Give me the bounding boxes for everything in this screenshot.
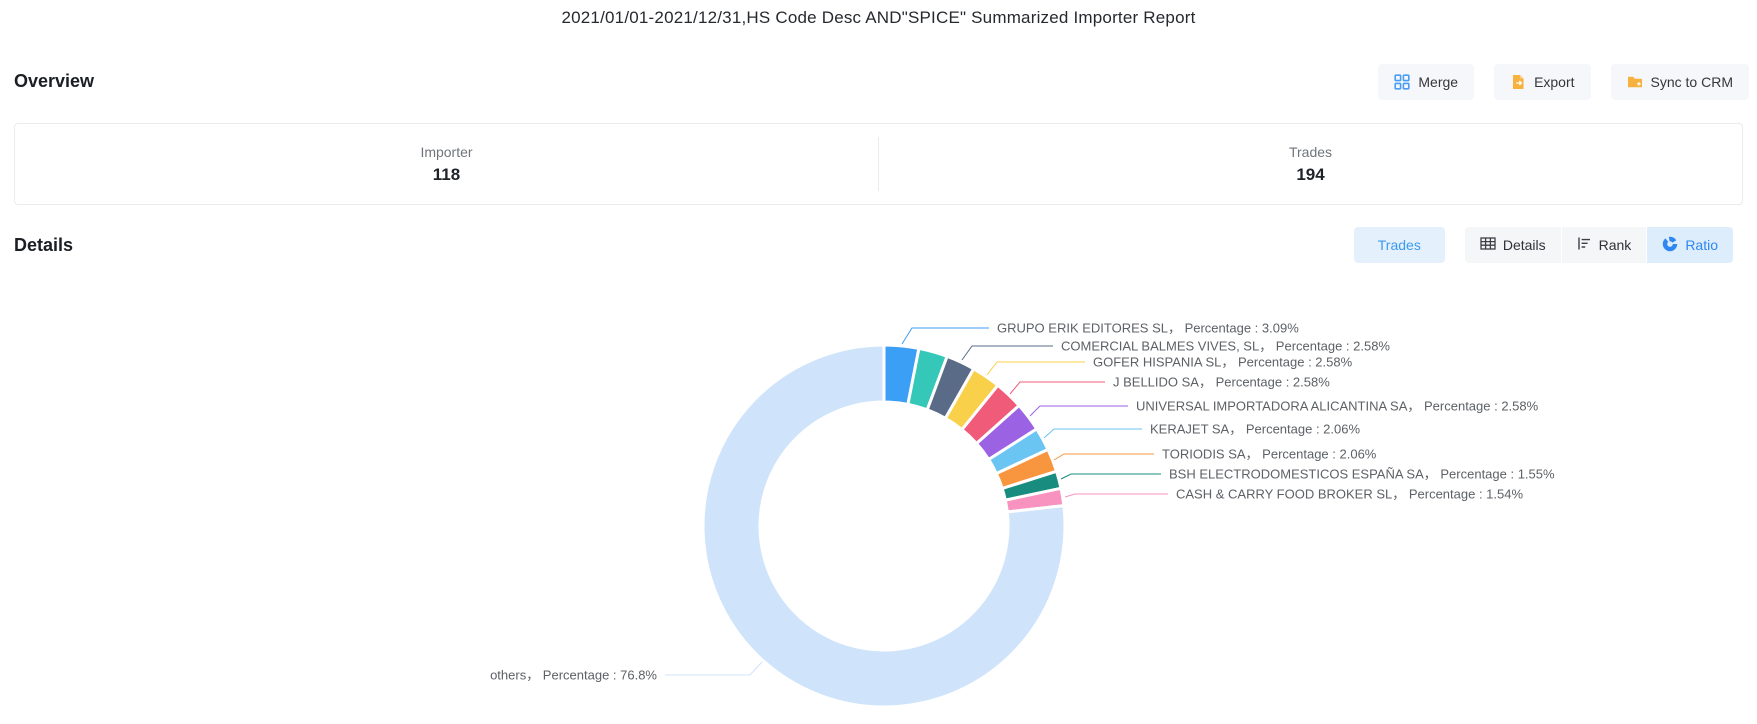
details-controls: Trades Details Rank Ratio <box>1353 227 1733 263</box>
label-leader-line <box>1053 453 1154 461</box>
sync-to-crm-button-label: Sync to CRM <box>1650 74 1733 90</box>
overview-stats-card: Importer 118 Trades 194 <box>14 123 1743 205</box>
tab-ratio[interactable]: Ratio <box>1646 227 1733 263</box>
label-leader-line <box>1043 428 1142 439</box>
merge-button-label: Merge <box>1418 74 1459 90</box>
tab-rank-label: Rank <box>1598 237 1632 253</box>
trades-filter-button[interactable]: Trades <box>1353 227 1445 263</box>
view-switch-group: Details Rank Ratio <box>1464 227 1733 263</box>
label-leader-line <box>665 661 763 676</box>
trades-filter-button-label: Trades <box>1377 237 1421 253</box>
slice-label: UNIVERSAL IMPORTADORA ALICANTINA SA， Per… <box>1136 399 1539 414</box>
export-button-label: Export <box>1534 74 1575 90</box>
label-leader-line <box>901 327 989 345</box>
tab-details-label: Details <box>1502 237 1546 253</box>
trades-stat-label: Trades <box>1288 143 1333 160</box>
label-leader-line <box>1064 493 1168 498</box>
page-title: 2021/01/01-2021/12/31,HS Code Desc AND"S… <box>561 8 1196 27</box>
ratio-donut-chart: GRUPO ERIK EDITORES SL， Percentage : 3.0… <box>0 255 1757 724</box>
tab-rank[interactable]: Rank <box>1560 227 1647 263</box>
export-icon <box>1510 74 1526 90</box>
label-leader-line <box>961 345 1053 361</box>
table-icon <box>1480 236 1496 254</box>
merge-icon <box>1394 74 1410 90</box>
donut-chart-icon <box>1662 236 1678 255</box>
slice-label: KERAJET SA， Percentage : 2.06% <box>1150 422 1360 437</box>
label-leader-line <box>1009 381 1105 395</box>
label-leader-line <box>1029 405 1128 417</box>
stat-divider <box>878 137 879 191</box>
sync-to-crm-button[interactable]: Sync to CRM <box>1610 64 1749 100</box>
folder-sync-icon <box>1627 74 1643 90</box>
slice-label: GRUPO ERIK EDITORES SL， Percentage : 3.0… <box>997 321 1299 336</box>
slice-label: CASH & CARRY FOOD BROKER SL， Percentage … <box>1176 487 1523 502</box>
tab-ratio-label: Ratio <box>1685 237 1718 253</box>
importer-stat-label: Importer <box>420 143 473 160</box>
label-leader-line <box>986 361 1085 376</box>
importer-stat-value: 118 <box>432 164 461 184</box>
overview-heading: Overview <box>14 71 95 91</box>
export-button[interactable]: Export <box>1494 64 1591 100</box>
merge-button[interactable]: Merge <box>1378 64 1475 100</box>
trades-stat-value: 194 <box>1296 164 1325 184</box>
importer-stat: Importer 118 <box>15 144 878 185</box>
label-leader-line <box>1060 473 1161 480</box>
pie-slice-others[interactable] <box>701 343 1067 709</box>
slice-label: GOFER HISPANIA SL， Percentage : 2.58% <box>1093 355 1353 370</box>
trades-stat: Trades 194 <box>879 144 1742 185</box>
rank-icon <box>1577 236 1592 254</box>
details-heading: Details <box>14 235 74 255</box>
slice-label: COMERCIAL BALMES VIVES, SL， Percentage :… <box>1061 339 1390 354</box>
slice-label: others， Percentage : 76.8% <box>490 668 657 683</box>
slice-label: BSH ELECTRODOMESTICOS ESPAÑA SA， Percent… <box>1169 467 1555 482</box>
slice-label: J BELLIDO SA， Percentage : 2.58% <box>1113 375 1330 390</box>
tab-details[interactable]: Details <box>1464 227 1561 263</box>
slice-label: TORIODIS SA， Percentage : 2.06% <box>1162 447 1377 462</box>
overview-actions: Merge Export Sync to CRM <box>1378 64 1749 100</box>
